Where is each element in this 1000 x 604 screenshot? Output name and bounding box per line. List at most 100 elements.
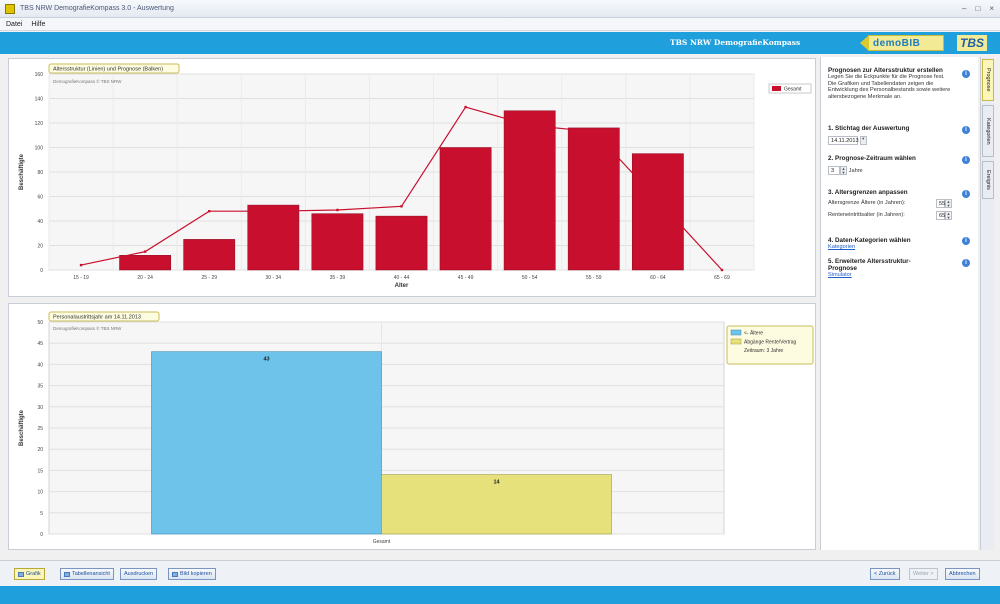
x-tick-label: 60 - 64	[650, 275, 666, 281]
tbs-logo: TBS	[957, 35, 987, 51]
legend-label: Abgänge Rente/Vertrag	[744, 340, 796, 346]
older-age-input[interactable]: 55	[936, 199, 945, 208]
y-tick-label: 120	[35, 121, 44, 127]
back-button[interactable]: < Zurück	[870, 568, 900, 580]
y-tick-label: 60	[37, 195, 43, 201]
y-axis-label: Beschäftigte	[19, 409, 25, 446]
tab-ereignis[interactable]: Ereignis	[982, 161, 994, 199]
years-stepper[interactable]: ▲ ▼	[840, 166, 847, 175]
close-icon[interactable]: ×	[989, 4, 994, 13]
x-tick-label: 65 - 69	[714, 275, 730, 281]
older-age-label: Altersgrenze Ältere (in Jahren):	[828, 200, 906, 207]
x-tick-label: 55 - 59	[586, 275, 602, 281]
menu-bar: Datei Hilfe	[0, 18, 1000, 31]
x-axis-label: Alter	[395, 283, 409, 289]
line-point	[592, 130, 595, 133]
bar	[183, 239, 236, 271]
legend-label: Gesamt	[784, 87, 802, 93]
info-icon[interactable]: i	[962, 237, 970, 245]
info-icon[interactable]: i	[962, 126, 970, 134]
title-bar: TBS NRW DemografieKompass 3.0 - Auswertu…	[0, 0, 1000, 18]
info-icon[interactable]: i	[962, 156, 970, 164]
x-tick-label: 15 - 19	[73, 275, 89, 281]
data-label: 14	[493, 480, 500, 486]
y-tick-label: 100	[35, 146, 44, 152]
intro-line-2: Die Grafiken und Tabellendaten zeigen di…	[828, 80, 934, 87]
y-tick-label: 40	[37, 219, 43, 225]
y-axis-label: Beschäftigte	[19, 153, 25, 190]
chart-title: Personalaustrittsjahr am 14.11.2013	[53, 315, 141, 321]
header-banner: TBS NRW DemografieKompass demoBIB TBS	[0, 32, 1000, 54]
info-icon[interactable]: i	[962, 190, 970, 198]
chart-label-box	[48, 311, 160, 322]
tab-kategorien[interactable]: Kategorien	[982, 105, 994, 157]
intro-line-1: Legen Sie die Eckpunkte für die Prognose…	[828, 74, 945, 80]
bar	[311, 213, 364, 271]
step5-title: 5. Erweiterte Altersstruktur-Prognose	[828, 258, 911, 272]
table-view-button[interactable]: Tabellenansicht	[60, 568, 114, 580]
retirement-chart-panel: 0 5 10 15 20 25 30 35 40 45 50 43 14 Gesamt Beschäftig…	[8, 303, 816, 550]
years-unit: Jahre	[848, 168, 863, 175]
simulator-link[interactable]: Simulator	[828, 272, 852, 278]
y-tick-label: 0	[40, 268, 43, 274]
print-button[interactable]: Ausdrucken	[120, 568, 158, 580]
line-point	[79, 263, 83, 267]
tab-prognose[interactable]: Prognose	[982, 59, 994, 101]
categories-link[interactable]: Kategorien	[828, 244, 856, 250]
x-tick-label: 45 - 49	[458, 275, 474, 281]
intro-line-3: Entwicklung des Personalbestands sowie w…	[828, 87, 951, 94]
step1-title: 1. Stichtag der Auswertung	[828, 125, 910, 132]
y-tick-label: 30	[37, 405, 43, 411]
next-button[interactable]: Weiter >	[909, 568, 938, 580]
info-icon[interactable]: i	[962, 259, 970, 267]
menu-hilfe[interactable]: Hilfe	[31, 20, 46, 28]
chart-label-box	[48, 63, 180, 74]
cancel-button[interactable]: Abbrechen	[945, 568, 980, 580]
y-tick-label: 15	[37, 468, 43, 474]
y-tick-label: 140	[35, 97, 44, 103]
bottom-toolbar: Grafik Tabellenansicht Ausdrucken Bild k…	[0, 560, 1000, 586]
legend-box	[768, 83, 812, 94]
intro-line-4: altersbezogene Merkmale an.	[828, 93, 902, 100]
y-tick-label: 50	[37, 320, 43, 326]
y-tick-label: 40	[37, 362, 43, 368]
menu-datei[interactable]: Datei	[6, 20, 23, 28]
copy-image-button[interactable]: Bild kopieren	[168, 568, 216, 580]
bar	[503, 110, 556, 271]
x-tick-label: 40 - 44	[394, 275, 410, 281]
years-input[interactable]: 3	[828, 166, 840, 175]
x-tick-label: 35 - 39	[330, 275, 346, 281]
step2-title: 2. Prognose-Zeitraum wählen	[828, 155, 916, 162]
legend-swatch	[730, 338, 742, 345]
y-tick-label: 10	[37, 490, 43, 496]
grafik-button[interactable]: Grafik	[14, 568, 45, 580]
y-tick-label: 35	[37, 384, 43, 390]
y-tick-label: 45	[37, 341, 43, 347]
brand-title: TBS NRW DemografieKompass	[670, 38, 801, 47]
line-point	[464, 105, 467, 109]
line-point	[528, 124, 531, 127]
date-field[interactable]: 14.11.2013	[828, 136, 859, 145]
status-bar	[0, 586, 1000, 604]
copyright-text: DemografieKompass © TBS NRW	[53, 325, 122, 331]
line-point	[272, 210, 275, 213]
info-icon[interactable]: i	[962, 70, 970, 78]
y-tick-label: 25	[37, 426, 43, 432]
line-point	[208, 210, 211, 213]
line-point	[400, 205, 403, 208]
y-tick-label: 20	[37, 244, 43, 250]
x-tick-label: 20 - 24	[137, 275, 153, 281]
y-tick-label: 0	[40, 532, 43, 538]
demobib-logo: demoBIB	[860, 35, 944, 51]
older-age-stepper[interactable]: ▲ ▼	[945, 199, 952, 208]
chart-title: Altersstruktur (Linien) und Prognose (Ba…	[53, 67, 163, 73]
maximize-icon[interactable]: □	[975, 4, 981, 13]
window-title: TBS NRW DemografieKompass 3.0 - Auswertu…	[20, 5, 174, 12]
retirement-age-stepper[interactable]: ▲ ▼	[945, 211, 952, 220]
retirement-age-input[interactable]: 65	[936, 211, 945, 220]
legend-label: Zeitraum: 3 Jahre	[744, 348, 783, 354]
image-icon	[172, 571, 178, 577]
minimize-icon[interactable]: –	[962, 4, 967, 13]
calendar-dropdown-icon[interactable]: ▼	[859, 136, 867, 145]
bar	[151, 351, 382, 535]
